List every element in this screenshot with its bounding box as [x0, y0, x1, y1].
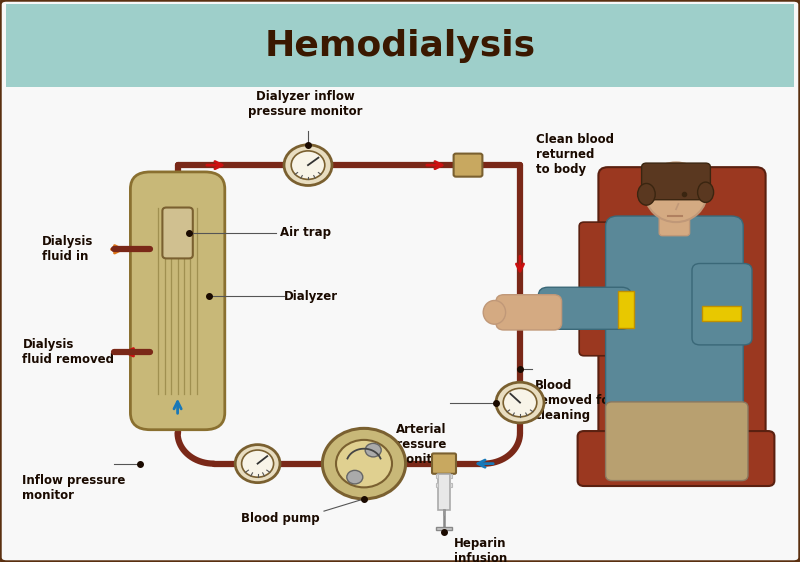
Bar: [436, 474, 438, 478]
FancyBboxPatch shape: [578, 431, 774, 486]
Text: Dialyzer: Dialyzer: [284, 290, 338, 303]
FancyBboxPatch shape: [496, 294, 562, 330]
Circle shape: [503, 388, 537, 417]
FancyBboxPatch shape: [606, 402, 748, 481]
FancyBboxPatch shape: [162, 207, 193, 259]
FancyBboxPatch shape: [538, 287, 631, 329]
Bar: [450, 474, 452, 478]
Bar: [450, 483, 452, 487]
Text: Dialyzer inflow
pressure monitor: Dialyzer inflow pressure monitor: [248, 89, 363, 117]
FancyBboxPatch shape: [659, 206, 690, 235]
Bar: [436, 483, 438, 487]
FancyBboxPatch shape: [454, 153, 482, 176]
Text: Arterial
pressure
monitor: Arterial pressure monitor: [388, 423, 446, 466]
FancyBboxPatch shape: [130, 172, 225, 430]
FancyBboxPatch shape: [598, 167, 766, 468]
Circle shape: [284, 145, 332, 185]
Text: Inflow pressure
monitor: Inflow pressure monitor: [22, 474, 126, 502]
FancyBboxPatch shape: [692, 264, 752, 345]
FancyBboxPatch shape: [432, 454, 456, 474]
Circle shape: [322, 428, 406, 499]
Circle shape: [291, 151, 325, 179]
Text: Blood pump: Blood pump: [242, 513, 320, 525]
Bar: [702, 306, 741, 321]
Ellipse shape: [638, 183, 655, 205]
Text: Clean blood
returned
to body: Clean blood returned to body: [536, 133, 614, 176]
Bar: [618, 291, 634, 328]
Text: Dialysis
fluid in: Dialysis fluid in: [42, 235, 93, 264]
Circle shape: [235, 445, 280, 483]
Text: Heparin
infusion: Heparin infusion: [454, 537, 507, 562]
Circle shape: [496, 382, 544, 423]
Circle shape: [242, 450, 274, 477]
Ellipse shape: [698, 182, 714, 202]
FancyBboxPatch shape: [606, 216, 743, 427]
FancyBboxPatch shape: [579, 222, 614, 356]
FancyBboxPatch shape: [642, 163, 710, 200]
Ellipse shape: [645, 162, 707, 222]
Circle shape: [365, 443, 381, 457]
Text: Dialysis
fluid removed: Dialysis fluid removed: [22, 338, 114, 366]
Text: Air trap: Air trap: [280, 226, 331, 239]
Bar: [436, 527, 452, 530]
Bar: [438, 474, 450, 510]
Circle shape: [346, 470, 362, 484]
Ellipse shape: [483, 301, 506, 324]
Circle shape: [336, 440, 392, 487]
Text: Blood
removed for
cleaning: Blood removed for cleaning: [534, 379, 616, 422]
Text: Hemodialysis: Hemodialysis: [265, 29, 535, 63]
